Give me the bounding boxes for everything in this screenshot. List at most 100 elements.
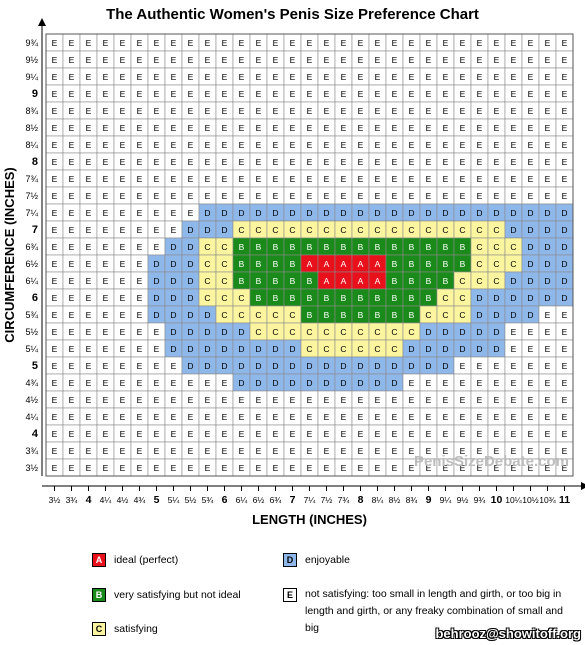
- grid-cell-label: E: [511, 174, 517, 184]
- grid-cell-label: E: [290, 412, 296, 422]
- x-tick-label: 7¾: [338, 495, 351, 505]
- grid-cell-label: E: [341, 412, 347, 422]
- grid-cell-label: E: [545, 191, 551, 201]
- grid-cell-label: E: [528, 89, 534, 99]
- grid-cell-label: E: [137, 89, 143, 99]
- grid-cell-label: E: [137, 225, 143, 235]
- grid-cell-label: E: [222, 72, 228, 82]
- grid-cell-label: E: [256, 140, 262, 150]
- grid-cell-label: E: [443, 106, 449, 116]
- grid-cell-label: E: [477, 174, 483, 184]
- grid-cell-label: E: [103, 310, 109, 320]
- grid-cell-label: E: [120, 463, 126, 473]
- grid-cell-label: E: [562, 344, 568, 354]
- grid-cell-label: C: [374, 327, 380, 337]
- grid-cell-label: D: [187, 361, 193, 371]
- grid-cell-label: D: [391, 208, 397, 218]
- grid-cell-label: E: [52, 412, 58, 422]
- grid-cell-label: B: [341, 293, 347, 303]
- grid-cell-label: C: [306, 327, 312, 337]
- grid-cell-label: E: [273, 157, 279, 167]
- grid-cell-label: E: [494, 361, 500, 371]
- grid-cell-label: E: [171, 378, 177, 388]
- grid-cell-label: D: [289, 208, 295, 218]
- grid-cell-label: D: [289, 361, 295, 371]
- y-tick-label: 7¼: [25, 208, 38, 218]
- grid-cell-label: D: [510, 276, 516, 286]
- grid-cell-label: E: [69, 72, 75, 82]
- grid-cell-label: E: [545, 361, 551, 371]
- grid-cell-label: D: [493, 344, 499, 354]
- grid-cell-label: E: [409, 140, 415, 150]
- grid-cell-label: C: [306, 344, 312, 354]
- grid-cell-label: E: [392, 395, 398, 405]
- grid-cell-label: C: [476, 276, 482, 286]
- grid-cell-label: E: [69, 361, 75, 371]
- grid-cell-label: E: [52, 276, 58, 286]
- grid-cell-label: E: [154, 106, 160, 116]
- x-tick-label: 5: [154, 494, 160, 506]
- grid-cell-label: D: [187, 259, 193, 269]
- grid-cell-label: E: [273, 412, 279, 422]
- grid-cell-label: E: [494, 38, 500, 48]
- grid-cell-label: E: [545, 89, 551, 99]
- grid-cell-label: E: [222, 140, 228, 150]
- grid-cell-label: E: [341, 429, 347, 439]
- grid-cell-label: E: [358, 446, 364, 456]
- grid-cell-label: E: [273, 106, 279, 116]
- grid-cell-label: E: [52, 89, 58, 99]
- grid-cell-label: E: [52, 106, 58, 116]
- grid-cell-label: E: [443, 174, 449, 184]
- grid-cell-label: E: [324, 429, 330, 439]
- grid-cell-label: C: [221, 293, 227, 303]
- grid-cell-label: E: [120, 327, 126, 337]
- grid-cell-label: B: [307, 276, 313, 286]
- grid-cell-label: D: [476, 310, 482, 320]
- grid-cell-label: E: [222, 123, 228, 133]
- grid-cell-label: C: [272, 327, 278, 337]
- grid-cell-label: E: [52, 38, 58, 48]
- grid-cell-label: E: [460, 72, 466, 82]
- grid-cell-label: E: [239, 191, 245, 201]
- grid-cell-label: E: [86, 395, 92, 405]
- grid-cell-label: B: [256, 276, 262, 286]
- grid-cell-label: C: [255, 327, 261, 337]
- grid-cell-label: D: [306, 361, 312, 371]
- grid-cell-label: D: [306, 208, 312, 218]
- grid-cell-label: E: [307, 191, 313, 201]
- grid-cell-label: D: [391, 361, 397, 371]
- x-tick-label: 8¾: [406, 495, 419, 505]
- grid-cell-label: C: [289, 327, 295, 337]
- grid-cell-label: E: [222, 55, 228, 65]
- grid-cell-label: E: [392, 72, 398, 82]
- grid-cell-label: E: [137, 378, 143, 388]
- grid-border: [45, 33, 574, 477]
- grid-cell-label: D: [289, 344, 295, 354]
- grid-cell-label: E: [103, 395, 109, 405]
- grid-cell-label: D: [561, 259, 567, 269]
- grid-cell-label: E: [460, 123, 466, 133]
- legend-item-enjoyable: D enjoyable: [283, 553, 350, 567]
- grid-cell-label: D: [340, 361, 346, 371]
- grid-cell-label: D: [204, 310, 210, 320]
- grid-cell-label: E: [545, 157, 551, 167]
- grid-cell-label: E: [222, 106, 228, 116]
- grid-cell-label: E: [154, 463, 160, 473]
- grid-cell-label: C: [221, 276, 227, 286]
- grid-cell-label: E: [256, 174, 262, 184]
- grid-cell-label: E: [137, 429, 143, 439]
- grid-cell-label: E: [324, 123, 330, 133]
- grid-cell-label: E: [545, 123, 551, 133]
- grid-cell-label: D: [374, 208, 380, 218]
- grid-cell-label: E: [494, 140, 500, 150]
- grid-cell-label: E: [528, 429, 534, 439]
- grid-cell-label: E: [171, 123, 177, 133]
- grid-cell-label: E: [358, 55, 364, 65]
- grid-cell-label: E: [511, 344, 517, 354]
- grid-cell-label: E: [205, 191, 211, 201]
- grid-cell-label: D: [187, 293, 193, 303]
- legend-label-enjoyable: enjoyable: [305, 554, 350, 566]
- grid-cell-label: E: [103, 242, 109, 252]
- grid-cell-label: E: [273, 395, 279, 405]
- grid-cell-label: E: [103, 259, 109, 269]
